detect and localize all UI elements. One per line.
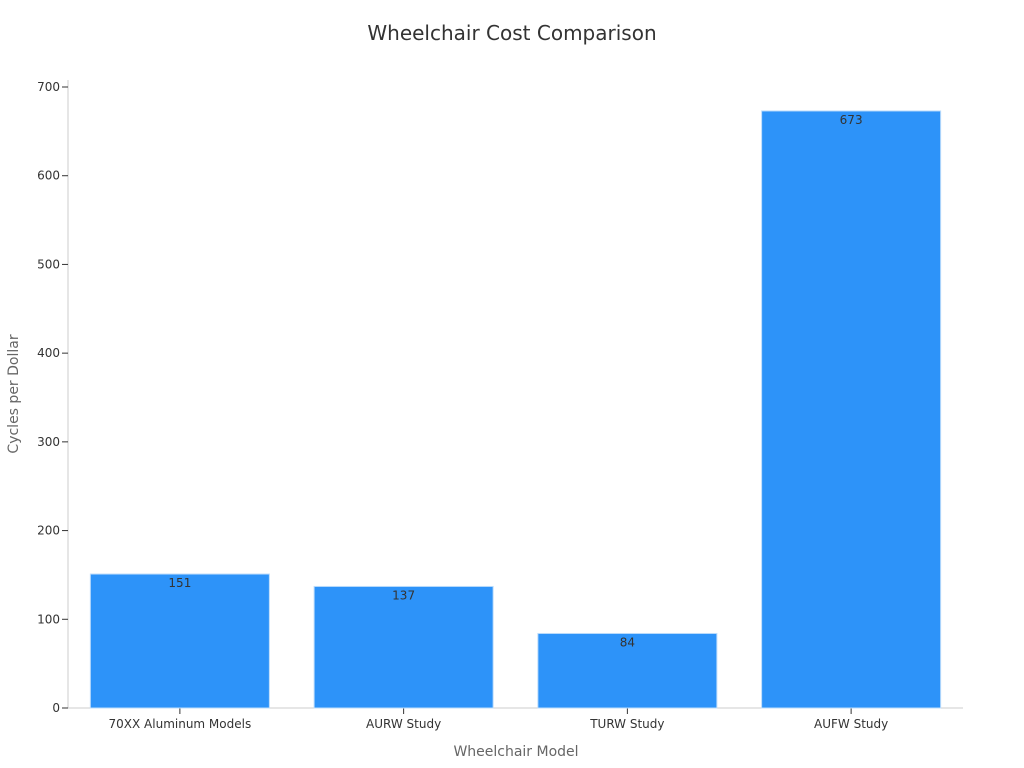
x-tick-label: AURW Study	[366, 717, 441, 731]
data-label: 673	[840, 113, 863, 127]
y-tick-label: 200	[37, 524, 60, 538]
y-tick-label: 400	[37, 346, 60, 360]
data-label: 137	[392, 588, 415, 602]
y-axis: 0 100 200 300 400 500 600 700	[37, 80, 69, 715]
x-tick-label: TURW Study	[589, 717, 664, 731]
x-axis-label: Wheelchair Model	[453, 744, 578, 760]
data-label: 151	[168, 576, 191, 590]
chart-title: Wheelchair Cost Comparison	[367, 21, 656, 45]
y-tick-label: 0	[52, 701, 60, 715]
y-axis-label: Cycles per Dollar	[6, 334, 22, 453]
y-tick-label: 500	[37, 257, 60, 271]
y-tick-label: 300	[37, 435, 60, 449]
x-axis: 70XX Aluminum Models AURW Study TURW Study…	[68, 707, 963, 731]
bar	[761, 110, 942, 709]
bar	[313, 585, 494, 709]
y-tick-label: 700	[37, 80, 60, 94]
x-tick-label: AUFW Study	[814, 717, 888, 731]
bar	[89, 573, 270, 709]
data-labels: 151 137 84 673	[168, 113, 862, 650]
y-tick-label: 600	[37, 169, 60, 183]
bars	[89, 110, 942, 709]
bar	[537, 632, 718, 709]
y-tick-label: 100	[37, 612, 60, 626]
data-label: 84	[620, 635, 635, 649]
x-tick-label: 70XX Aluminum Models	[109, 717, 252, 731]
